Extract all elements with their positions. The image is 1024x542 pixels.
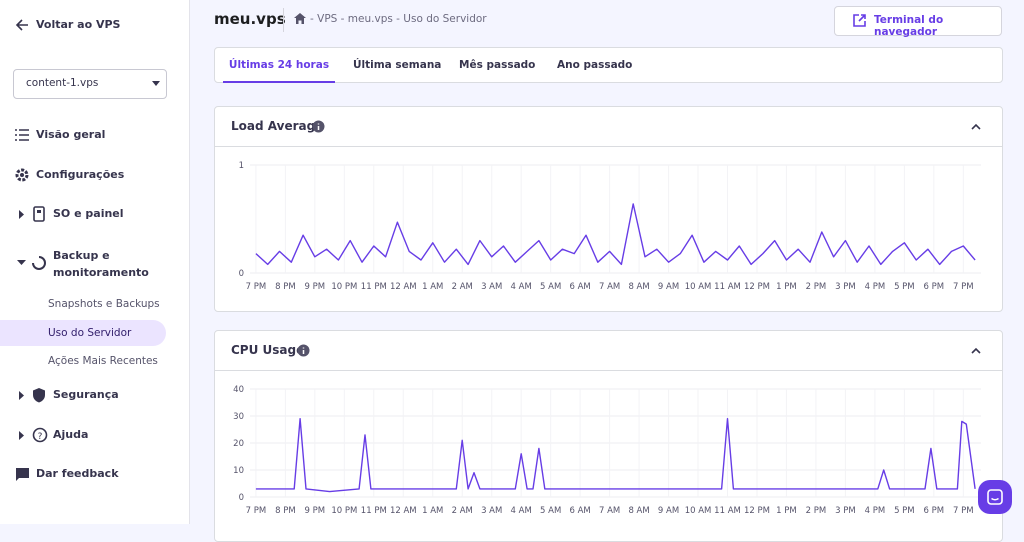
icon xyxy=(33,388,45,403)
chevron xyxy=(19,431,24,440)
card-title: Load Average xyxy=(231,119,324,133)
icon xyxy=(33,206,45,222)
external-icon xyxy=(853,14,866,27)
tab-active[interactable]: Últimas 24 horas xyxy=(223,48,335,83)
crumb[interactable]: VPS xyxy=(317,13,338,25)
icon: ? xyxy=(32,427,48,443)
back-link[interactable]: Voltar ao VPS xyxy=(36,18,121,31)
collapse-icon[interactable] xyxy=(971,347,981,354)
crumb: Uso do Servidor xyxy=(403,13,487,25)
caret xyxy=(152,81,160,86)
vps-select[interactable]: content-1.vps xyxy=(13,69,167,99)
sub-item-active[interactable]: Uso do Servidor xyxy=(0,320,166,346)
chevron xyxy=(19,210,24,219)
home-icon[interactable] xyxy=(294,13,306,24)
chevron xyxy=(17,260,26,265)
info-icon[interactable] xyxy=(297,344,310,357)
tab[interactable]: Mês passado xyxy=(459,59,536,71)
sub-item[interactable]: Ações Mais Recentes xyxy=(48,355,158,367)
divider xyxy=(215,370,1002,371)
tab[interactable]: Ano passado xyxy=(557,59,633,71)
breadcrumb: - VPS - meu.vps - Uso do Servidor xyxy=(310,13,487,25)
nav-item[interactable]: Visão geral xyxy=(36,128,106,141)
divider xyxy=(283,8,284,32)
svg-text:?: ? xyxy=(38,432,43,442)
sub-item[interactable]: Snapshots e Backups xyxy=(48,298,160,310)
sidebar: Voltar ao VPS content-1.vps Visão geral … xyxy=(0,0,190,524)
nav-item[interactable]: Segurança xyxy=(53,388,119,401)
nav-item[interactable]: SO e painel xyxy=(53,207,124,220)
back-icon xyxy=(15,19,28,31)
card-title: CPU Usage xyxy=(231,343,305,357)
crumb[interactable]: meu.vps xyxy=(347,13,393,25)
info-icon[interactable] xyxy=(312,120,325,133)
nav-item[interactable]: Backup e monitoramento xyxy=(53,249,149,279)
icon xyxy=(16,468,29,481)
button-label: Terminal do navegador xyxy=(874,14,944,38)
terminal-button[interactable]: Terminal do navegador xyxy=(834,6,1002,38)
page-title: meu.vps xyxy=(214,10,286,28)
divider xyxy=(215,146,1002,147)
tabs-card: Últimas 24 horas Última semana Mês passa… xyxy=(214,47,1003,83)
nav-item[interactable]: Configurações xyxy=(36,168,125,181)
chat-button[interactable] xyxy=(978,480,1012,514)
icon xyxy=(15,129,29,141)
icon xyxy=(15,168,29,182)
select-value: content-1.vps xyxy=(26,77,99,89)
collapse-icon[interactable] xyxy=(971,123,981,130)
tab[interactable]: Última semana xyxy=(353,59,442,71)
chat-icon xyxy=(987,489,1003,505)
load-card: Load Average xyxy=(214,106,1003,312)
nav-item[interactable]: Ajuda xyxy=(53,428,89,441)
cpu-card: CPU Usage xyxy=(214,330,1003,542)
chevron xyxy=(19,391,24,400)
nav-item[interactable]: Dar feedback xyxy=(36,467,119,480)
icon xyxy=(32,256,46,270)
